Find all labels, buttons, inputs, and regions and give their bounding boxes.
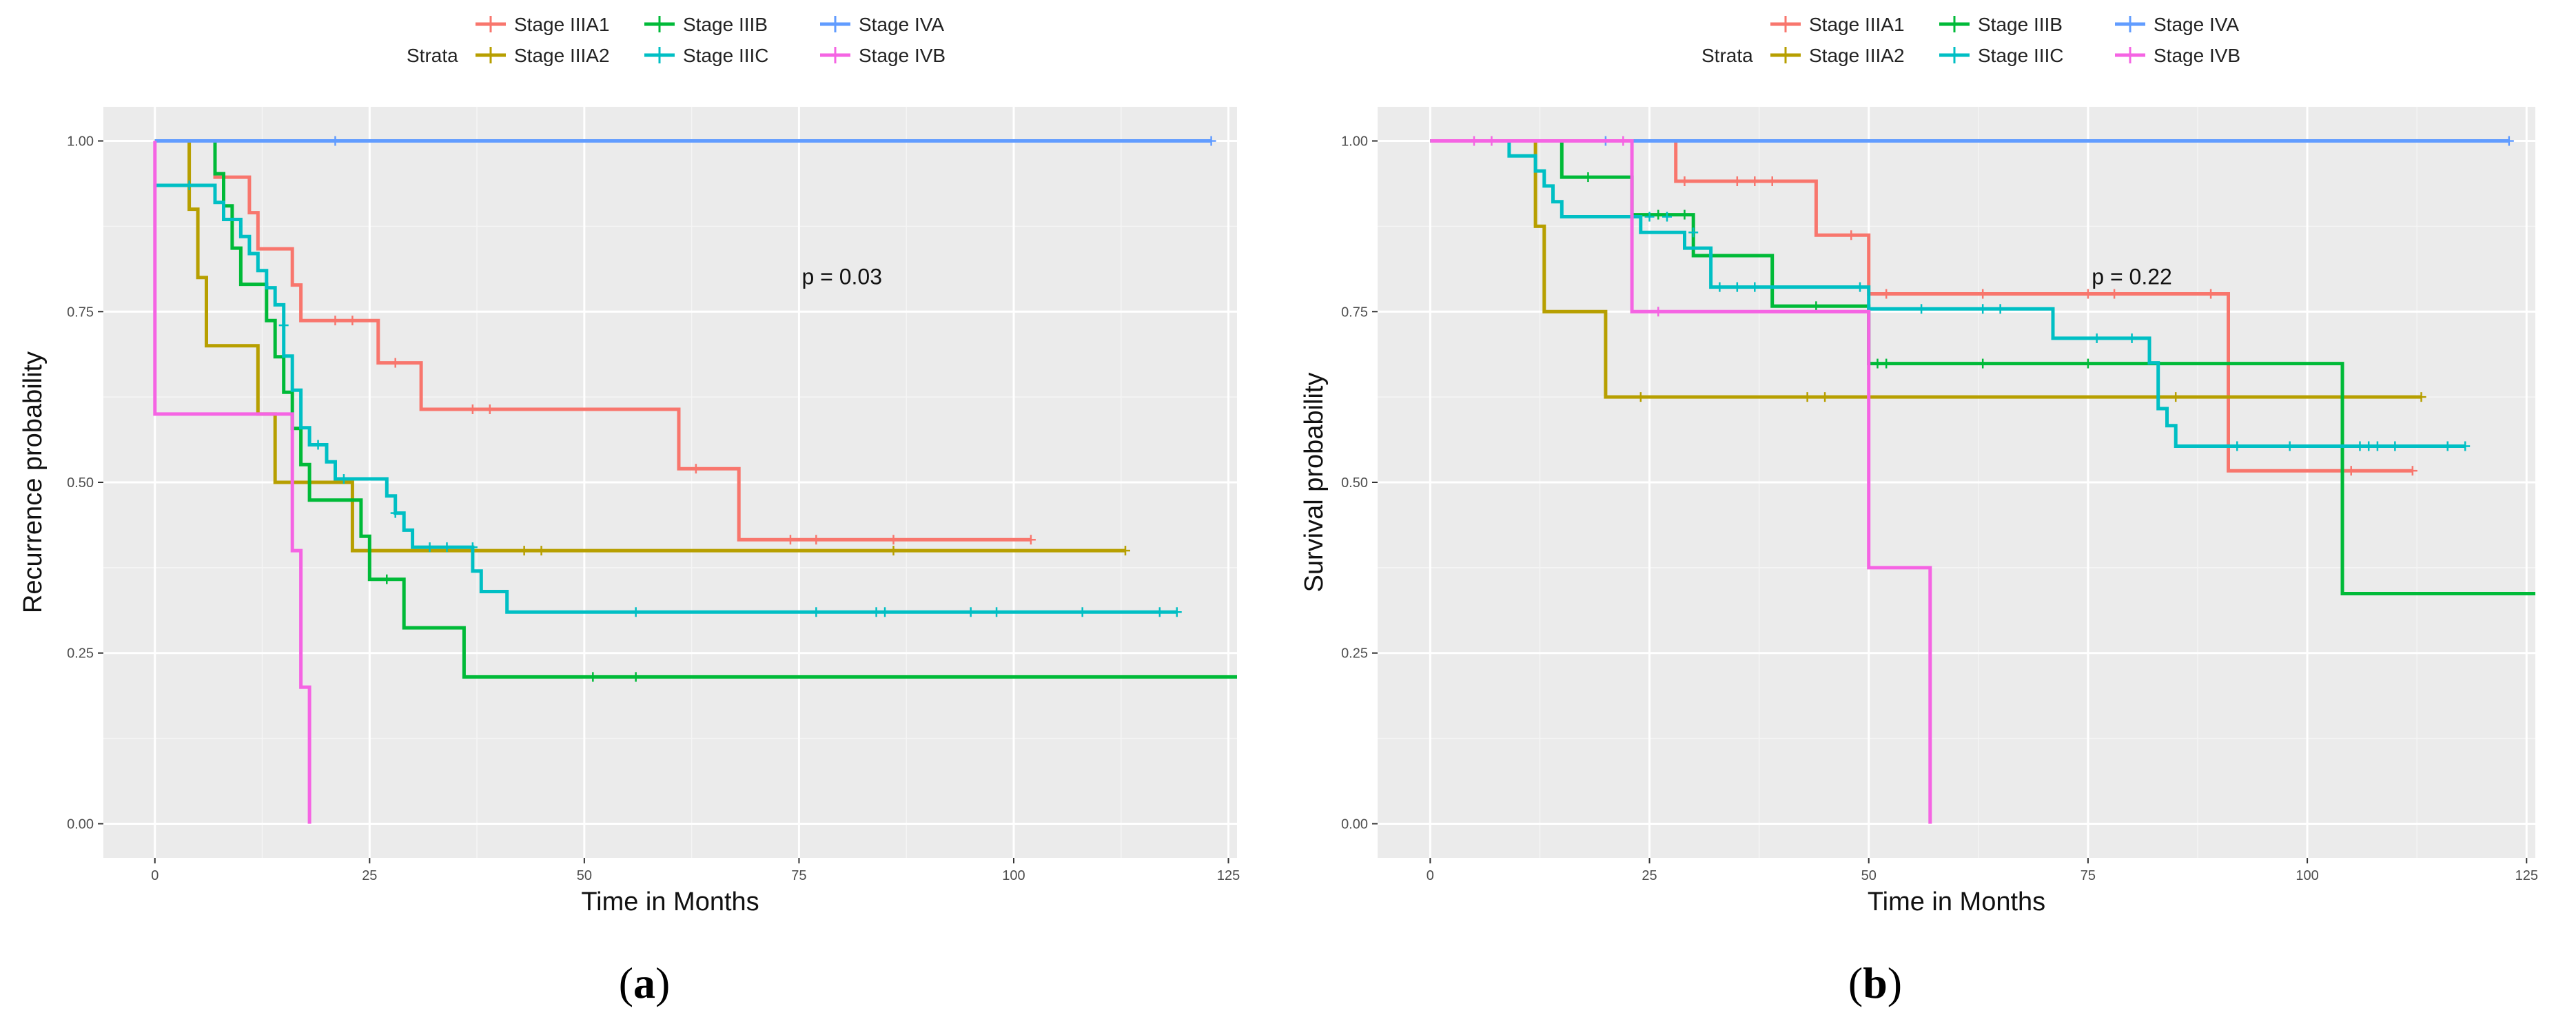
panel-label-a: (a) <box>618 958 671 1007</box>
series-group <box>153 136 1237 824</box>
recurrence-chart: Strata Stage IIIA1 Stage IIIA2 Stage IIIB St… <box>19 14 1240 916</box>
series-stage-iiia2 <box>154 139 1130 556</box>
y-axis-title: Recurrence probability <box>19 351 48 613</box>
legend-title: Strata <box>1701 45 1753 66</box>
legend-label: Stage IIIB <box>1978 14 2063 35</box>
survival-curve <box>1430 139 2466 448</box>
x-tick-label: 25 <box>1642 868 1657 883</box>
legend-title: Strata <box>407 45 458 66</box>
x-tick-label: 125 <box>1217 868 1240 883</box>
legend-label: Stage IIIA1 <box>514 14 610 35</box>
x-tick-label: 0 <box>1427 868 1434 883</box>
y-tick-label: 1.00 <box>1341 134 1368 150</box>
x-tick-label: 75 <box>2081 868 2096 883</box>
x-tick-label: 125 <box>2515 868 2538 883</box>
legend-item-stage-iiia1: Stage IIIA1 <box>1770 14 1905 35</box>
y-tick-label: 0.25 <box>1341 646 1368 661</box>
survival-curve <box>1430 139 2535 595</box>
y-tick-label: 0.75 <box>1341 305 1368 320</box>
y-tick-label: 0.50 <box>67 475 94 491</box>
p-value-annotation: p = 0.03 <box>801 265 882 289</box>
series-group <box>1430 136 2535 824</box>
y-tick-label: 0.00 <box>67 817 94 832</box>
survival-curve <box>154 139 1125 553</box>
survival-curve <box>153 141 311 824</box>
series-stage-iiia1 <box>154 139 1036 545</box>
panel-a: Strata Stage IIIA1 Stage IIIA2 Stage IIIB St… <box>19 14 1240 1007</box>
x-axis-title: Time in Months <box>1868 888 2045 916</box>
x-tick-label: 75 <box>791 868 806 883</box>
legend-item-stage-iiic: Stage IIIC <box>1939 45 2064 66</box>
series-stage-iiic <box>154 180 1182 617</box>
series-stage-iiia1 <box>1430 139 2417 476</box>
legend-label: Stage IVB <box>2154 45 2240 66</box>
series-stage-iiib <box>154 139 1237 682</box>
y-tick-label: 0.25 <box>67 646 94 661</box>
x-tick-label: 50 <box>577 868 592 883</box>
legend-item-stage-iiia2: Stage IIIA2 <box>476 45 610 66</box>
survival-chart: Strata Stage IIIA1 Stage IIIA2 Stage IIIB St… <box>1300 14 2538 916</box>
panel-label-b: (b) <box>1848 958 1903 1007</box>
gridlines <box>103 107 1237 858</box>
legend-item-stage-iiia1: Stage IIIA1 <box>476 14 610 35</box>
survival-curve <box>1430 139 2413 473</box>
survival-curve <box>154 183 1177 614</box>
legend-item-stage-iiic: Stage IIIC <box>644 45 769 66</box>
p-value-annotation: p = 0.22 <box>2092 265 2172 289</box>
y-tick-label: 0.00 <box>1341 817 1368 832</box>
x-tick-label: 50 <box>1861 868 1877 883</box>
legend-item-stage-iiib: Stage IIIB <box>644 14 768 35</box>
x-tick-label: 25 <box>362 868 377 883</box>
x-tick-label: 0 <box>151 868 159 883</box>
y-axis-title: Survival probability <box>1300 373 1329 593</box>
survival-curve <box>154 139 1031 542</box>
legend-label: Stage IIIB <box>683 14 768 35</box>
x-axis: 0 25 50 75 100 125 Time in Months <box>1427 858 2538 916</box>
survival-curve <box>1430 139 1932 824</box>
x-axis-title: Time in Months <box>581 888 759 916</box>
x-axis: 0 25 50 75 100 125 Time in Months <box>151 858 1240 916</box>
legend-item-stage-ivb: Stage IVB <box>2115 45 2240 66</box>
series-stage-iiic <box>1430 139 2471 451</box>
panel-b: Strata Stage IIIA1 Stage IIIA2 Stage IIIB St… <box>1288 0 2576 1026</box>
legend: Strata Stage IIIA1 Stage IIIA2 Stage IIIB St… <box>407 14 945 66</box>
legend-item-stage-iiia2: Stage IIIA2 <box>1770 45 1905 66</box>
y-tick-label: 0.50 <box>1341 475 1368 491</box>
series-stage-iiib <box>1430 139 2535 595</box>
y-axis: 0.00 0.25 0.50 0.75 1.00 Recurrence probabili… <box>19 134 103 832</box>
series-stage-iva <box>154 136 1216 146</box>
series-stage-ivb <box>1430 136 1932 824</box>
legend-item-stage-ivb: Stage IVB <box>820 45 945 66</box>
y-axis: 0.00 0.25 0.50 0.75 1.00 Survival probability <box>1300 134 1378 832</box>
x-tick-label: 100 <box>1002 868 1025 883</box>
y-tick-label: 0.75 <box>67 305 94 320</box>
legend-item-stage-iva: Stage IVA <box>820 14 944 35</box>
series-stage-ivb <box>153 141 311 824</box>
legend-label: Stage IIIC <box>1978 45 2064 66</box>
legend-label: Stage IVA <box>859 14 944 35</box>
legend-label: Stage IVA <box>2154 14 2239 35</box>
y-tick-label: 1.00 <box>67 134 94 150</box>
legend-label: Stage IVB <box>859 45 945 66</box>
legend-label: Stage IIIA1 <box>1809 14 1905 35</box>
legend-label: Stage IIIC <box>683 45 769 66</box>
legend-item-stage-iva: Stage IVA <box>2115 14 2239 35</box>
x-tick-label: 100 <box>2296 868 2318 883</box>
legend: Strata Stage IIIA1 Stage IIIA2 Stage IIIB St… <box>1701 14 2240 66</box>
legend-label: Stage IIIA2 <box>514 45 610 66</box>
legend-item-stage-iiib: Stage IIIB <box>1939 14 2063 35</box>
legend-label: Stage IIIA2 <box>1809 45 1905 66</box>
survival-curve <box>154 139 1237 679</box>
